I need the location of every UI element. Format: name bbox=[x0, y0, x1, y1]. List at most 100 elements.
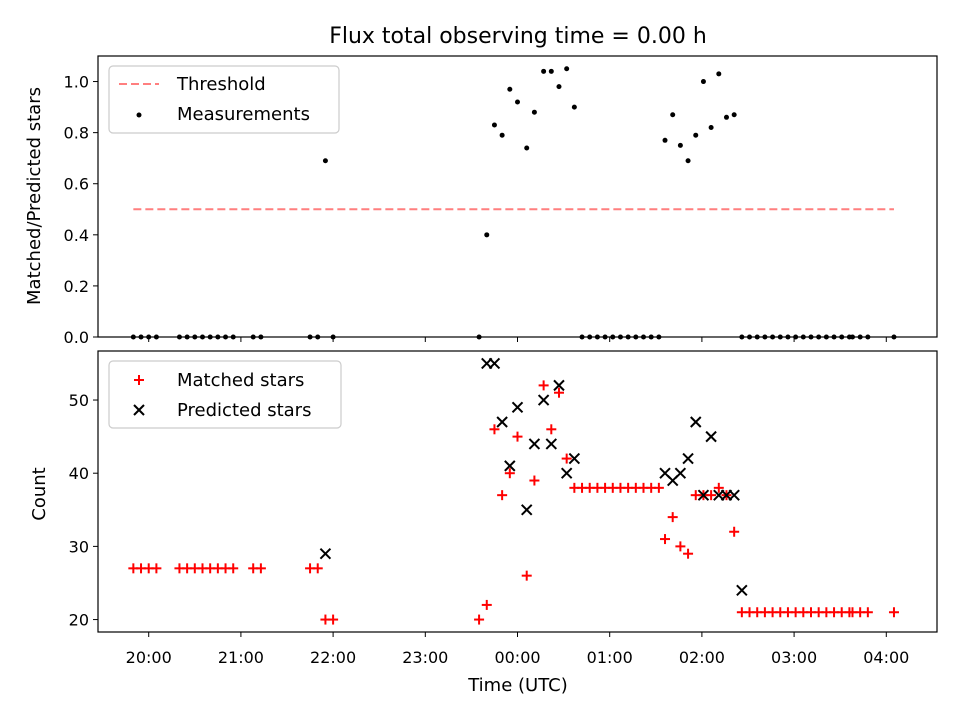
count-y-axis-label: Count bbox=[29, 467, 50, 520]
ratio-y-tick-label: 0.0 bbox=[64, 328, 89, 347]
matched-star-marker bbox=[553, 387, 564, 398]
legend-frame bbox=[108, 360, 342, 429]
measurement-point bbox=[700, 79, 706, 85]
ratio-panel: 0.0 0.2 0.4 0.6 0.8 1.0 Matched/Predicted sta… bbox=[24, 55, 938, 347]
matched-star-marker bbox=[504, 468, 515, 479]
measurement-point bbox=[670, 112, 676, 118]
matched-star-marker bbox=[481, 599, 492, 610]
measurement-point bbox=[677, 142, 683, 148]
ratio-y-axis-label: Matched/Predicted stars bbox=[24, 87, 45, 305]
matched-star-marker bbox=[529, 475, 540, 486]
measurement-point bbox=[564, 66, 570, 72]
measurement-point bbox=[507, 86, 513, 92]
matched-star-marker bbox=[474, 614, 485, 625]
ratio-legend: Threshold Measurements bbox=[108, 65, 340, 134]
x-stroke bbox=[496, 416, 508, 428]
matched-star-marker bbox=[521, 570, 532, 581]
ratio-y-tick-label: 0.8 bbox=[64, 124, 89, 143]
matched-star-marker bbox=[255, 563, 266, 574]
x-stroke bbox=[690, 416, 702, 428]
measurement-point bbox=[708, 125, 714, 131]
chart-title: Flux total observing time = 0.00 h bbox=[329, 24, 707, 49]
legend-matched-label: Matched stars bbox=[177, 370, 304, 391]
matched-star-marker bbox=[713, 482, 724, 493]
matched-star-marker bbox=[312, 563, 323, 574]
x-stroke bbox=[736, 584, 748, 596]
count-y-tick-label: 40 bbox=[69, 464, 89, 483]
x-tick-label: 00:00 bbox=[494, 648, 540, 667]
count-panel: 20 30 40 50 20:00 21:00 22:00 23:00 00:00 01:00 02… bbox=[29, 350, 938, 696]
matched-star-marker bbox=[862, 607, 873, 618]
predicted-star-marker bbox=[511, 401, 524, 414]
matched-star-marker bbox=[489, 424, 500, 435]
measurement-point bbox=[556, 84, 562, 90]
predicted-star-marker bbox=[674, 467, 687, 479]
x-tick-label: 23:00 bbox=[402, 648, 448, 667]
measurement-point bbox=[693, 132, 699, 138]
measurement-point bbox=[515, 99, 520, 105]
x-stroke bbox=[560, 467, 573, 479]
predicted-star-marker bbox=[545, 438, 558, 450]
matched-star-marker bbox=[667, 512, 678, 523]
x-stroke bbox=[674, 467, 687, 479]
matched-star-marker bbox=[683, 548, 694, 559]
matched-star-marker bbox=[653, 482, 664, 493]
predicted-star-marker bbox=[736, 584, 748, 596]
predicted-star-marker bbox=[553, 379, 565, 392]
legend-frame bbox=[108, 65, 340, 134]
legend-measurement-label: Measurements bbox=[177, 104, 310, 125]
measurement-point bbox=[491, 122, 497, 128]
matched-star-marker bbox=[546, 424, 557, 435]
measurement-point bbox=[322, 158, 328, 164]
predicted-star-marker bbox=[488, 357, 501, 370]
legend-predicted-label: Predicted stars bbox=[177, 400, 311, 421]
x-stroke bbox=[682, 452, 694, 465]
x-stroke bbox=[319, 547, 332, 560]
x-stroke bbox=[521, 504, 533, 516]
x-stroke bbox=[488, 357, 501, 370]
matched-star-marker bbox=[328, 614, 339, 625]
x-tick-label: 20:00 bbox=[126, 648, 172, 667]
measurement-point bbox=[524, 145, 530, 151]
matched-star-marker bbox=[660, 534, 671, 545]
ratio-y-tick-label: 0.2 bbox=[64, 277, 89, 296]
count-legend: Matched stars Predicted stars bbox=[108, 360, 342, 429]
measurement-point bbox=[723, 114, 729, 120]
x-tick-label: 21:00 bbox=[218, 648, 264, 667]
matched-star-marker bbox=[888, 607, 899, 618]
measurement-point bbox=[716, 71, 722, 77]
x-stroke bbox=[511, 401, 524, 414]
predicted-star-marker bbox=[560, 467, 573, 479]
ratio-y-tick-label: 0.4 bbox=[64, 226, 89, 245]
x-tick-label: 01:00 bbox=[587, 648, 633, 667]
x-tick-label: 02:00 bbox=[679, 648, 725, 667]
matched-star-marker bbox=[512, 431, 523, 442]
predicted-star-marker bbox=[528, 438, 541, 450]
legend-threshold-label: Threshold bbox=[176, 74, 266, 95]
measurement-point bbox=[662, 137, 668, 143]
x-stroke bbox=[568, 452, 581, 465]
count-y-tick-label: 20 bbox=[69, 611, 89, 630]
legend-predicted-swatch bbox=[133, 404, 145, 416]
ratio-y-tick-label: 1.0 bbox=[64, 73, 89, 92]
x-tick-label: 22:00 bbox=[310, 648, 356, 667]
predicted-star-marker bbox=[568, 452, 581, 465]
ratio-y-tick-label: 0.6 bbox=[64, 175, 89, 194]
measurement-point bbox=[685, 158, 691, 164]
predicted-star-marker bbox=[537, 394, 550, 406]
predicted-star-marker bbox=[697, 489, 710, 501]
measurement-point bbox=[548, 68, 554, 74]
matched-star-marker bbox=[151, 563, 162, 574]
measurement-point bbox=[499, 132, 505, 138]
predicted-star-marker bbox=[319, 547, 332, 560]
x-stroke bbox=[504, 460, 516, 472]
measurement-point bbox=[484, 232, 490, 238]
count-y-tick-label: 50 bbox=[69, 391, 89, 410]
predicted-star-marker bbox=[521, 504, 533, 516]
x-axis-label: Time (UTC) bbox=[467, 675, 568, 696]
x-stroke bbox=[545, 438, 558, 450]
x-stroke bbox=[659, 467, 671, 479]
legend-measurement-swatch bbox=[136, 112, 142, 118]
predicted-star-marker bbox=[690, 416, 702, 428]
